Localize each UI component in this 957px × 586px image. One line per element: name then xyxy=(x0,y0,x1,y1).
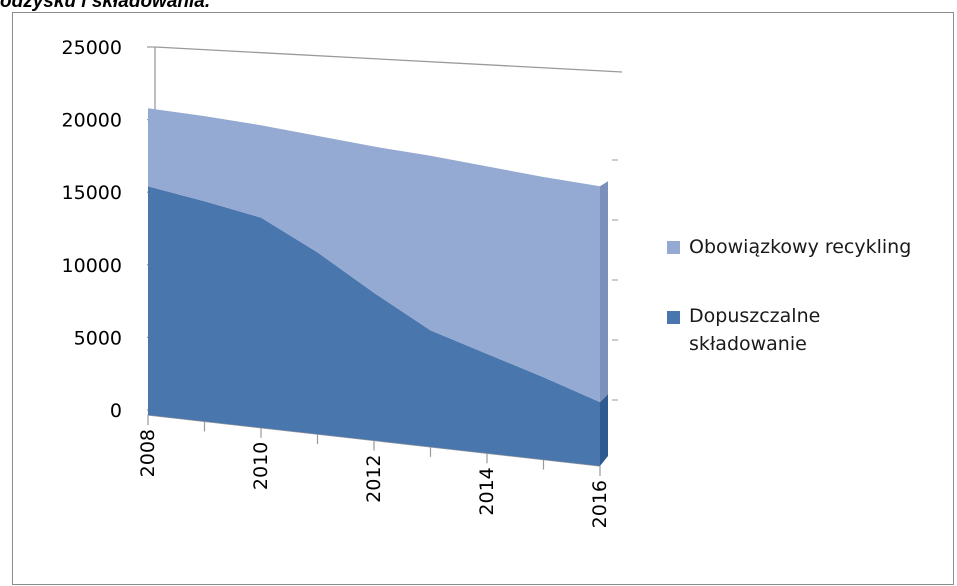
x-tick-label: 2008 xyxy=(137,429,159,477)
legend-label-recycling: Obowiązkowy recykling xyxy=(689,236,912,258)
area-side-landfill xyxy=(600,394,608,466)
y-tick-label: 20000 xyxy=(62,110,122,132)
legend-swatch-landfill xyxy=(667,311,680,324)
chart-tick-labels: 0 5000 10000 15000 20000 25000 2008 2010 2012 201… xyxy=(62,37,611,528)
legend-swatch-recycling xyxy=(667,241,680,254)
y-tick-label: 10000 xyxy=(62,255,122,277)
x-tick-label: 2014 xyxy=(476,467,498,515)
y-tick-label: 0 xyxy=(110,400,122,422)
x-tick-label: 2010 xyxy=(250,442,272,490)
page-title: odzysku i składowania. xyxy=(0,0,211,12)
chart-legend: Obowiązkowy recykling Dopuszczalne skład… xyxy=(667,232,911,398)
chart-plot-area xyxy=(148,108,608,466)
x-tick-label: 2016 xyxy=(589,480,611,528)
legend-label-landfill-line1: Dopuszczalne xyxy=(689,305,821,327)
x-tick-label: 2012 xyxy=(363,455,385,503)
back-wall-top-edge xyxy=(154,46,623,73)
area-series-landfill xyxy=(148,186,600,466)
legend-label-landfill-line2: składowanie xyxy=(689,333,807,355)
area-side-recycling xyxy=(600,181,608,403)
area-series-recycling xyxy=(148,108,600,403)
legend-item-recycling: Obowiązkowy recykling xyxy=(667,232,911,262)
y-tick-label: 5000 xyxy=(74,327,122,349)
y-tick-label: 15000 xyxy=(62,182,122,204)
y-tick-label: 25000 xyxy=(62,37,122,59)
legend-item-landfill: Dopuszczalne składowanie xyxy=(667,302,911,358)
